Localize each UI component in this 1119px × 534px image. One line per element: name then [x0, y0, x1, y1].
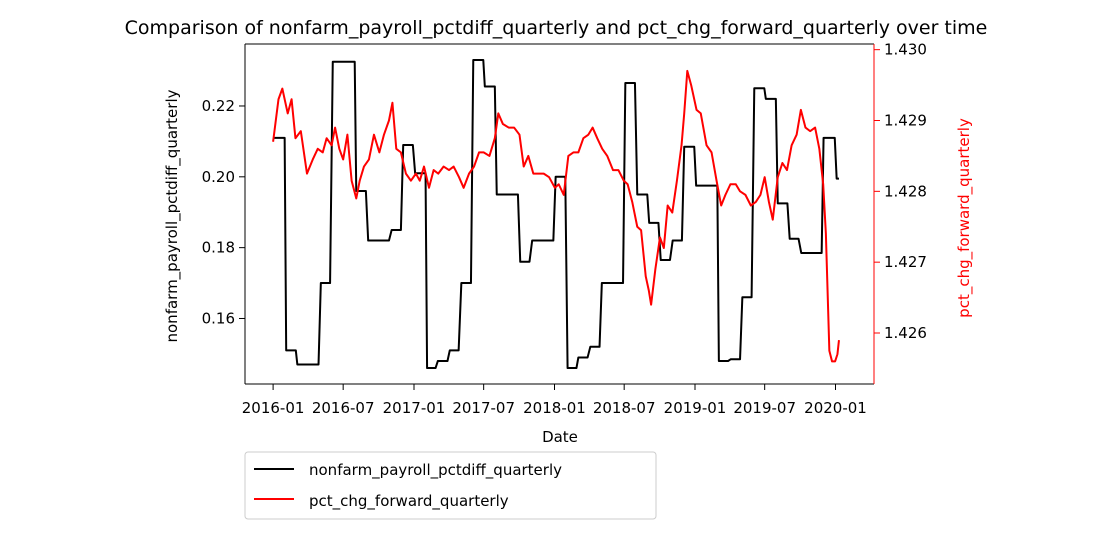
x-tick-label: 2017-01 — [383, 399, 446, 417]
plot-area — [272, 58, 840, 370]
x-tick-label: 2020-01 — [804, 399, 867, 417]
y-left-tick-label: 0.20 — [202, 168, 235, 186]
y-left-tick-label: 0.16 — [202, 309, 235, 327]
x-tick-label: 2016-01 — [242, 399, 305, 417]
x-tick-label: 2018-01 — [523, 399, 586, 417]
x-tick-label: 2019-07 — [733, 399, 796, 417]
line-nonfarm-payroll-pctdiff-quarterly — [273, 58, 839, 370]
legend: nonfarm_payroll_pctdiff_quarterly pct_ch… — [244, 451, 657, 520]
legend-label-nonfarm-payroll-pctdiff-quarterly: nonfarm_payroll_pctdiff_quarterly — [309, 461, 562, 480]
x-axis-ticks: 2016-01 2016-07 2017-01 2017-07 2018-01 2018-… — [242, 384, 867, 417]
y-left-tick-label: 0.18 — [202, 239, 235, 257]
y-left-axis-label: nonfarm_payroll_pctdiff_quarterly — [163, 89, 182, 342]
y-right-tick-label: 1.430 — [884, 41, 927, 59]
line-pct-chg-forward-quarterly — [272, 69, 840, 363]
x-tick-label: 2018-07 — [593, 399, 656, 417]
x-tick-label: 2017-07 — [452, 399, 515, 417]
y-right-axis-label: pct_chg_forward_quarterly — [955, 118, 974, 318]
y-right-tick-label: 1.429 — [884, 112, 927, 130]
series-pct-chg-forward-quarterly — [272, 69, 840, 363]
y-right-tick-label: 1.427 — [884, 253, 927, 271]
x-axis-label: Date — [542, 428, 578, 446]
chart-title: Comparison of nonfarm_payroll_pctdiff_qu… — [125, 17, 988, 39]
legend-label-pct-chg-forward-quarterly: pct_chg_forward_quarterly — [309, 492, 509, 511]
legend-box — [244, 451, 657, 520]
y-left-axis-ticks: 0.16 0.18 0.20 0.22 — [202, 97, 245, 327]
y-left-tick-label: 0.22 — [202, 97, 235, 115]
x-tick-label: 2016-07 — [312, 399, 375, 417]
y-right-axis-ticks: 1.426 1.427 1.428 1.429 1.430 — [874, 41, 927, 342]
y-right-tick-label: 1.426 — [884, 324, 927, 342]
y-right-tick-label: 1.428 — [884, 182, 927, 200]
series-nonfarm-payroll-pctdiff-quarterly — [273, 58, 839, 370]
x-tick-label: 2019-01 — [664, 399, 727, 417]
